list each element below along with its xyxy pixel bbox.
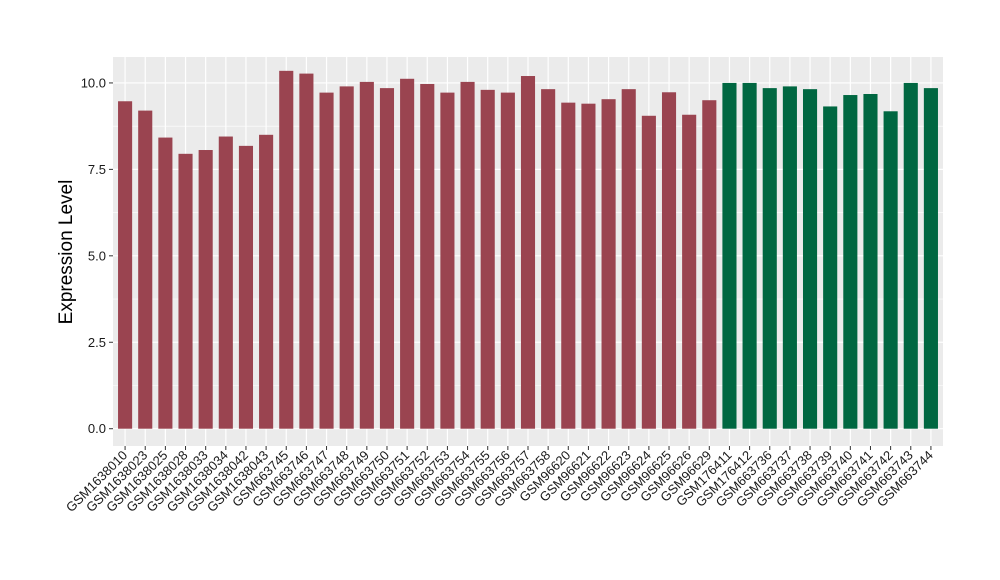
bar-GSM1638042 (238, 145, 254, 429)
y-axis-title: Expression Level (56, 180, 77, 325)
bars-group (118, 70, 938, 429)
bar-GSM96629 (702, 100, 717, 429)
bar-GSM96622 (601, 99, 616, 429)
y-tick-label: 10.0 (81, 75, 106, 90)
bar-GSM663749 (359, 81, 374, 429)
bar-GSM663757 (520, 76, 536, 429)
bar-GSM663739 (823, 106, 838, 429)
bar-GSM663753 (440, 92, 455, 429)
bar-GSM1638025 (158, 137, 173, 429)
bar-GSM663758 (541, 89, 556, 429)
bar-GSM663745 (279, 70, 294, 429)
bar-GSM663744 (923, 88, 938, 429)
bar-GSM96623 (621, 89, 636, 429)
bar-GSM96621 (581, 103, 596, 429)
bar-GSM663736 (762, 88, 777, 429)
bar-GSM663756 (500, 92, 515, 429)
bar-GSM663747 (319, 92, 334, 429)
y-axis: 0.0 2.5 5.0 7.5 10.0 (81, 75, 113, 436)
bar-GSM96626 (682, 114, 697, 429)
bar-GSM1638028 (178, 153, 193, 429)
bar-GSM663748 (339, 86, 354, 429)
bar-GSM1638023 (138, 110, 153, 429)
bar-GSM176411 (722, 82, 737, 429)
bar-GSM96625 (661, 92, 677, 429)
bar-GSM1638043 (259, 134, 274, 429)
bar-GSM663751 (400, 78, 415, 429)
y-tick-label: 0.0 (88, 421, 106, 436)
bar-GSM663741 (863, 93, 878, 429)
bar-GSM663754 (460, 81, 475, 429)
bar-GSM1638010 (118, 101, 133, 429)
bar-GSM663737 (782, 86, 797, 429)
bar-GSM176412 (742, 82, 757, 429)
y-tick-label: 5.0 (88, 248, 106, 263)
bar-GSM663740 (843, 95, 858, 429)
bar-GSM1638033 (198, 150, 213, 429)
y-tick-label: 2.5 (88, 335, 106, 350)
x-axis: GSM1638010GSM1638023GSM1638025GSM1638028… (63, 446, 936, 515)
bar-GSM663742 (883, 111, 898, 429)
bar-GSM96620 (561, 102, 576, 429)
bar-GSM663743 (903, 82, 918, 429)
bar-GSM663755 (480, 89, 495, 429)
bar-GSM663752 (420, 83, 435, 429)
bar-GSM663750 (379, 88, 395, 429)
bar-GSM1638034 (218, 136, 233, 429)
bar-GSM96624 (641, 115, 656, 429)
bar-GSM663746 (299, 73, 314, 429)
y-tick-label: 7.5 (88, 162, 106, 177)
bar-GSM663738 (802, 89, 818, 429)
